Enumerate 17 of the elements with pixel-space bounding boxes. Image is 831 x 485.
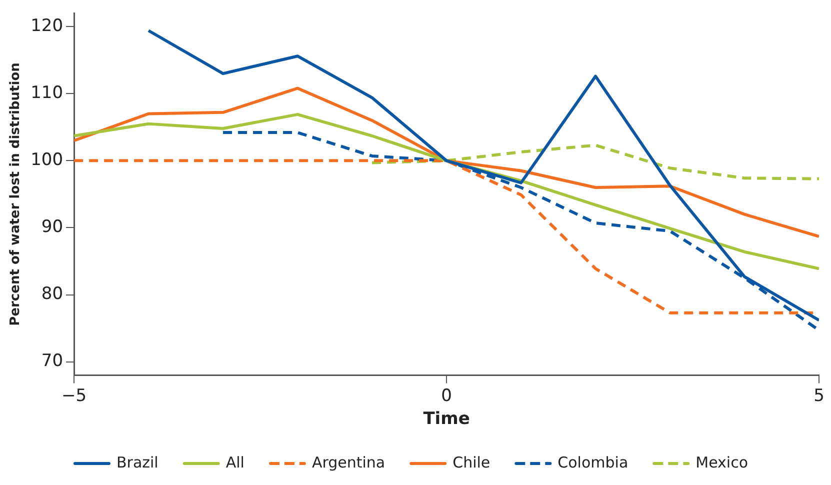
- legend-label: Argentina: [312, 453, 386, 472]
- legend-label: Chile: [452, 453, 490, 472]
- legend-label: Mexico: [696, 453, 748, 472]
- y-tick-label: 110: [30, 83, 64, 104]
- y-tick-label: 100: [30, 150, 64, 170]
- y-axis-title: Percent of water lost in distribution: [8, 62, 24, 326]
- x-axis-title: Time: [423, 409, 470, 430]
- x-tick-label: 0: [441, 386, 452, 406]
- x-tick-label: 5: [814, 386, 824, 406]
- x-tick-label: −5: [62, 386, 87, 406]
- legend-label: Colombia: [558, 453, 628, 472]
- y-tick-label: 120: [30, 16, 64, 36]
- legend-label: Brazil: [116, 453, 158, 472]
- y-tick-label: 90: [41, 217, 64, 238]
- y-tick-label: 70: [41, 351, 64, 372]
- y-tick-label: 80: [41, 284, 64, 304]
- legend-label: All: [226, 453, 244, 472]
